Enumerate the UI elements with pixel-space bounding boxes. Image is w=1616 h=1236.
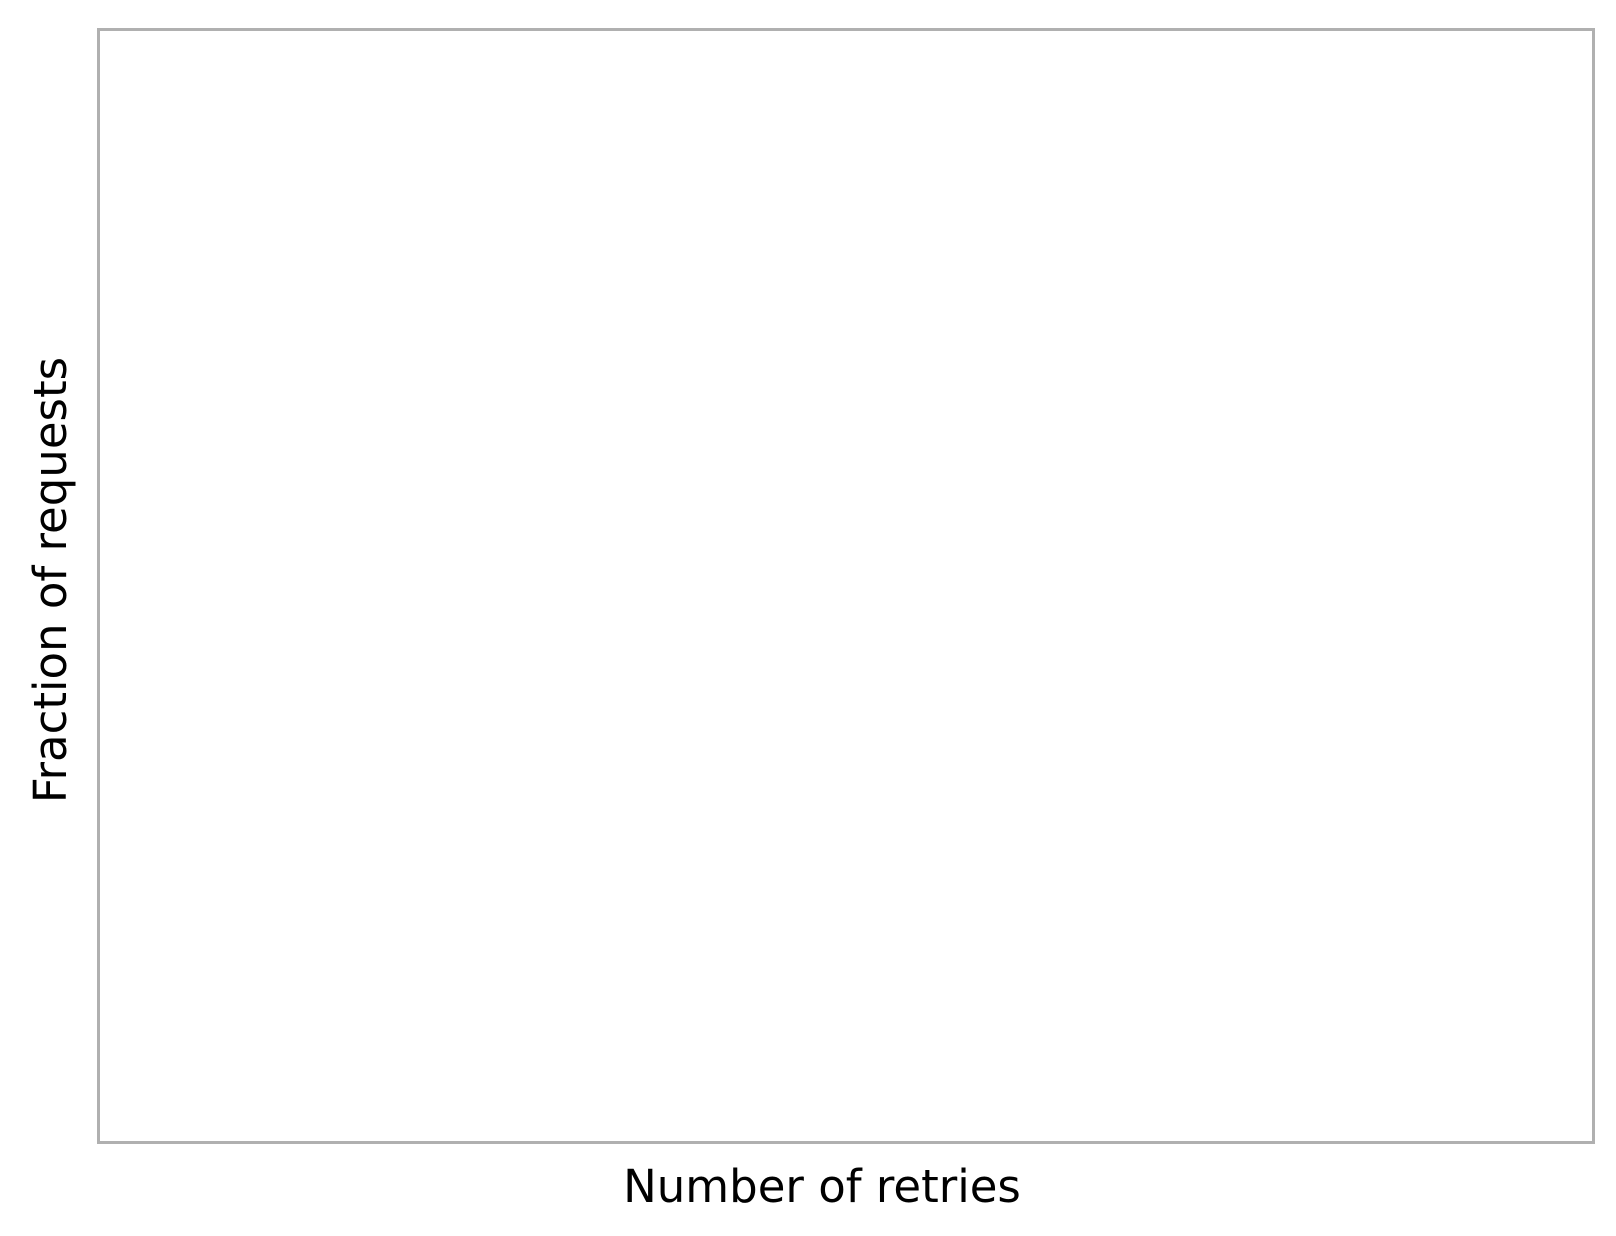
x-axis-label: Number of retries [623,1160,1021,1213]
plot-frame [97,28,1595,1144]
y-axis-label: Fraction of requests [24,357,77,803]
